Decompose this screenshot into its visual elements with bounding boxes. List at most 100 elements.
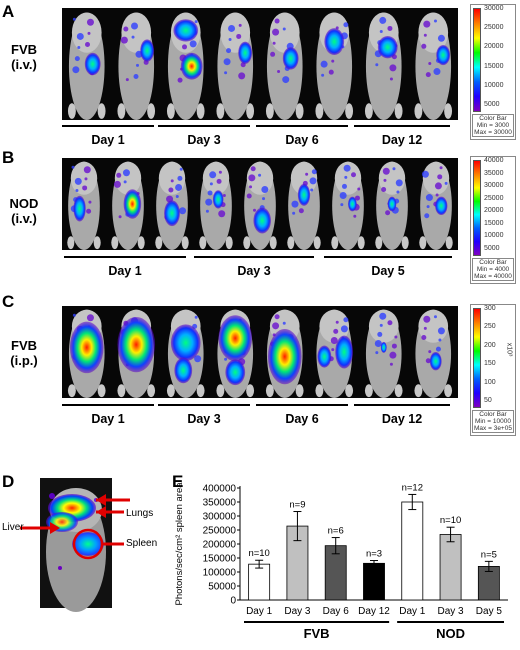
day-underline <box>62 404 154 406</box>
colorbar-tick-label: 25000 <box>484 194 504 202</box>
colorbar-unit: x10³ <box>505 342 513 357</box>
colorbar-info-line: Color Bar <box>479 411 507 418</box>
day-label: Day 6 <box>285 412 319 426</box>
panel-d-mouse-image <box>20 478 130 612</box>
panel-d-liver-label: Liver <box>2 522 24 533</box>
colorbar-info-line: Min = 10000 <box>475 418 511 425</box>
colorbar-tick-label: 50 <box>484 397 492 404</box>
y-axis-label: Photons/sec/cm² spleen area <box>174 482 185 606</box>
panel-c-signal-blob <box>174 357 193 384</box>
colorbar-gradient <box>473 308 481 408</box>
panel-c-mice <box>67 309 453 398</box>
panel-d-spleen-label: Spleen <box>126 538 158 549</box>
panel-c-signal-blob <box>225 359 246 386</box>
panel-b-row-label: NOD (i.v.) <box>2 196 46 226</box>
colorbar-tick-label: 10000 <box>484 81 504 89</box>
panel-a-signal-blob <box>436 44 451 66</box>
y-tick-label: 300000 <box>203 512 237 523</box>
colorbar-tick-label: 35000 <box>484 169 504 177</box>
day-underline <box>324 256 452 258</box>
colorbar-tick-label: 30000 <box>484 5 504 12</box>
panel-c-image-strip <box>62 306 458 398</box>
colorbar-info-line: Max = 30000 <box>474 129 512 136</box>
day-label: Day 5 <box>371 264 405 278</box>
y-tick-label: 50000 <box>208 582 236 593</box>
x-category-label: Day 1 <box>246 606 273 617</box>
panel-d-lungs-label: Lungs <box>126 508 154 519</box>
panel-c-row-label-text: FVB (i.p.) <box>10 338 38 368</box>
panel-b-signal-blob <box>297 183 311 206</box>
day-label: Day 1 <box>91 412 125 426</box>
panel-b-signal-blob <box>123 189 142 219</box>
bar <box>401 501 424 601</box>
panel-b-signal-blob <box>387 196 397 212</box>
panel-c-signal-blob <box>335 335 354 369</box>
n-label: n=10 <box>248 548 269 559</box>
colorbar-info: Color Bar Min = 10000 Max = 3e+05 <box>472 410 514 433</box>
n-label: n=9 <box>289 500 305 511</box>
day-underline <box>194 256 314 258</box>
colorbar-info: Color Bar Min = 3000 Max = 30000 <box>472 114 514 137</box>
bar <box>248 563 271 601</box>
colorbar-tick-label: 15000 <box>484 62 504 70</box>
colorbar-tick-label: 10000 <box>484 232 504 240</box>
panel-a-signal-blob <box>282 47 299 70</box>
panel-a-signal-blob <box>84 52 101 76</box>
panel-a-signal-blob <box>238 41 253 64</box>
panel-b-row-label-text: NOD (i.v.) <box>9 196 39 226</box>
colorbar-tick-label: 250 <box>484 323 496 331</box>
x-category-label: Day 3 <box>284 606 311 617</box>
day-underline <box>256 404 348 406</box>
colorbar-info-line: Color Bar <box>479 259 507 266</box>
colorbar-tick-label: 200 <box>484 341 496 349</box>
n-label: n=12 <box>402 482 423 493</box>
colorbar-tick-label: 20000 <box>484 43 504 51</box>
day-label: Day 3 <box>237 264 271 278</box>
colorbar-tick-label: 5000 <box>484 101 500 108</box>
panel-c-signal-blob <box>170 324 201 362</box>
panel-c-row-label: FVB (i.p.) <box>2 338 46 368</box>
panel-c-signal-blob <box>317 345 332 368</box>
panel-a-signal-blob <box>324 28 345 56</box>
colorbar-tick-label: 100 <box>484 378 496 386</box>
panel-a-image-strip <box>62 8 458 120</box>
colorbar-tick-label: 300 <box>484 305 496 312</box>
panel-e-letter: E <box>172 472 184 491</box>
colorbar-tick-label: 25000 <box>484 24 504 32</box>
panel-c-signal-blob <box>69 321 104 374</box>
x-category-label: Day 3 <box>438 606 465 617</box>
x-category-label: Day 1 <box>399 606 426 617</box>
panel-b-signal-blob <box>212 190 224 209</box>
day-underline <box>354 125 450 127</box>
panel-b-signal-blob <box>73 195 86 222</box>
colorbar-tick-label: 150 <box>484 360 496 368</box>
panel-a-signal-blob <box>173 19 199 42</box>
bar <box>363 562 385 601</box>
panel-a-row-label: FVB (i.v.) <box>2 42 46 72</box>
panel-b-mice <box>67 161 453 250</box>
x-category-label: Day 12 <box>358 606 390 617</box>
colorbar-info-line: Color Bar <box>479 115 507 122</box>
colorbar-tick-label: 30000 <box>484 182 504 190</box>
y-tick-label: 350000 <box>203 498 237 509</box>
panel-a-signal-blob <box>140 39 155 62</box>
x-category-label: Day 5 <box>476 606 503 617</box>
panel-a-letter: A <box>2 2 15 21</box>
day-underline <box>256 125 348 127</box>
y-tick-label: 400000 <box>203 484 237 495</box>
day-underline <box>62 125 154 127</box>
panel-c-signal-blob <box>218 315 253 362</box>
colorbar-info-line: Min = 3000 <box>476 122 510 129</box>
colorbar-tick-label: 40000 <box>484 157 504 164</box>
colorbar-info-line: Max = 40000 <box>474 273 512 280</box>
panel-b-signal-blob <box>348 196 357 212</box>
colorbar-gradient <box>473 160 481 256</box>
day-underline <box>64 256 186 258</box>
y-tick-label: 200000 <box>203 540 237 551</box>
day-label: Day 6 <box>285 133 319 147</box>
panel-c-signal-blob <box>267 329 302 385</box>
panel-d-letter: D <box>2 472 15 491</box>
colorbar-tick-label: 15000 <box>484 219 504 227</box>
panel-a-signal-blob <box>180 52 203 80</box>
colorbar-tick-label: 5000 <box>484 245 500 252</box>
